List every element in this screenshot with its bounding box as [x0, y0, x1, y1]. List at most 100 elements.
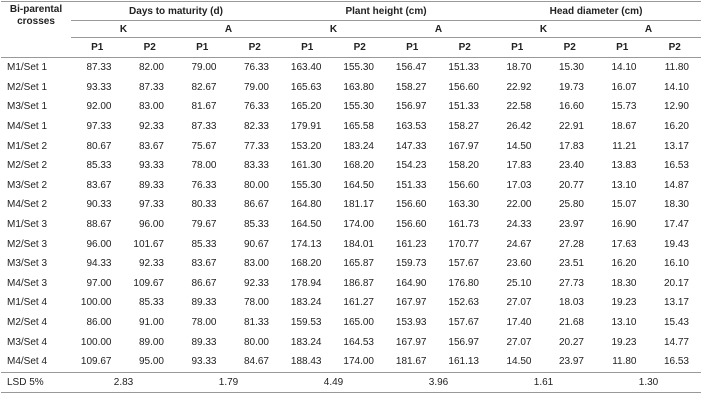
column-header: P1	[596, 37, 649, 58]
cell: 80.00	[243, 179, 269, 191]
cell: 22.92	[506, 81, 532, 93]
cell: 151.33	[395, 179, 427, 191]
cell: 163.80	[343, 81, 374, 93]
cell: 164.80	[290, 199, 322, 211]
group-header: Plant height (cm)	[281, 1, 491, 21]
cell: 83.33	[243, 160, 269, 172]
cell: 156.60	[448, 179, 479, 191]
cell: 179.91	[290, 121, 322, 133]
cell: 83.67	[86, 179, 112, 191]
cell: 16.90	[611, 219, 637, 231]
cell: 156.47	[395, 62, 427, 74]
cell: 24.67	[506, 238, 532, 250]
row-label: M3/Set 2	[7, 179, 48, 191]
column-header: P2	[123, 37, 176, 58]
cell: 154.23	[395, 160, 427, 172]
cell: 18.30	[663, 199, 689, 211]
cell: 97.33	[86, 121, 112, 133]
cell: 161.27	[343, 297, 374, 309]
cell: 17.47	[663, 219, 689, 231]
subgroup-header: K	[71, 20, 176, 38]
cell: 16.20	[611, 258, 637, 270]
cell: 79.00	[191, 62, 217, 74]
cell: 92.33	[138, 121, 164, 133]
cell: 158.27	[395, 81, 427, 93]
cell: 188.43	[290, 356, 322, 368]
cell: 76.33	[191, 179, 217, 191]
data-row: M3/Set 4 100.00 89.00 89.33 80.00 183.24 164.5…	[1, 332, 701, 352]
cell: 155.30	[343, 62, 374, 74]
cell: 94.33	[86, 258, 112, 270]
cell: 168.20	[343, 160, 374, 172]
cell: 15.07	[611, 199, 637, 211]
cell: 153.20	[290, 140, 322, 152]
row-label: M2/Set 1	[7, 81, 48, 93]
cell: 19.43	[663, 238, 689, 250]
cell: 3.96	[386, 371, 491, 393]
cell: 24.33	[506, 219, 532, 231]
cell: 87.33	[86, 62, 112, 74]
cell: 164.50	[290, 219, 322, 231]
cell: 18.67	[611, 121, 637, 133]
cell: 82.67	[191, 81, 217, 93]
row-label: M3/Set 1	[7, 101, 48, 113]
cell: 97.00	[86, 277, 112, 289]
cell: 92.33	[243, 277, 269, 289]
cell: 81.33	[243, 317, 269, 329]
cell: 78.00	[243, 297, 269, 309]
table-body: M1/Set 1 87.33 82.00 79.00 76.33 163.40 155.30…	[1, 58, 701, 393]
column-header: P1	[281, 37, 334, 58]
cell: 161.13	[448, 356, 479, 368]
cell: 13.10	[611, 179, 637, 191]
data-row: M1/Set 3 88.67 96.00 79.67 85.33 164.50 174.00…	[1, 215, 701, 235]
cell: 14.87	[663, 179, 689, 191]
cell: 151.33	[448, 101, 479, 113]
data-row: M4/Set 3 97.00 109.67 86.67 92.33 178.94 186.8…	[1, 274, 701, 294]
cell: 80.00	[243, 336, 269, 348]
cell: 76.33	[243, 62, 269, 74]
column-header: P2	[228, 37, 281, 58]
cell: 164.50	[343, 179, 374, 191]
cell: 183.24	[290, 336, 322, 348]
data-row: M2/Set 2 85.33 93.33 78.00 83.33 161.30 168.20…	[1, 156, 701, 176]
cell: 165.87	[343, 258, 374, 270]
cell: 156.97	[448, 336, 479, 348]
cell: 109.67	[133, 277, 164, 289]
column-header: P2	[648, 37, 701, 58]
cell: 17.03	[506, 179, 532, 191]
cell: 85.33	[243, 219, 269, 231]
cell: 86.00	[86, 317, 112, 329]
cell: 22.91	[558, 121, 584, 133]
cell: 86.67	[191, 277, 217, 289]
cell: 85.33	[138, 297, 164, 309]
cell: 155.30	[290, 179, 322, 191]
data-row: M2/Set 1 93.33 87.33 82.67 79.00 165.63 163.80…	[1, 78, 701, 98]
subgroup-header: A	[596, 20, 701, 38]
cell: 159.73	[395, 258, 427, 270]
group-header: Days to maturity (d)	[71, 1, 281, 21]
cell: 159.53	[290, 317, 322, 329]
cell: 1.30	[596, 371, 701, 393]
cell: 88.67	[86, 219, 112, 231]
cell: 152.63	[448, 297, 479, 309]
cell: 93.33	[191, 356, 217, 368]
cell: 176.80	[448, 277, 479, 289]
data-row: M1/Set 2 80.67 83.67 75.67 77.33 153.20 183.24…	[1, 136, 701, 156]
cell: 1.79	[176, 371, 281, 393]
data-row: M3/Set 1 92.00 83.00 81.67 76.33 165.20 155.30…	[1, 97, 701, 117]
cell: 93.33	[86, 81, 112, 93]
row-label: M1/Set 4	[7, 297, 48, 309]
cell: 181.67	[395, 356, 427, 368]
cell: 82.33	[243, 121, 269, 133]
cell: 4.49	[281, 371, 386, 393]
cell: 14.10	[611, 62, 637, 74]
cell: 165.00	[343, 317, 374, 329]
cell: 89.33	[191, 336, 217, 348]
column-header: P1	[491, 37, 544, 58]
cell: 183.24	[343, 140, 374, 152]
cell: 21.68	[558, 317, 584, 329]
row-label: M3/Set 3	[7, 258, 48, 270]
cell: 83.00	[243, 258, 269, 270]
cell: 22.00	[506, 199, 532, 211]
